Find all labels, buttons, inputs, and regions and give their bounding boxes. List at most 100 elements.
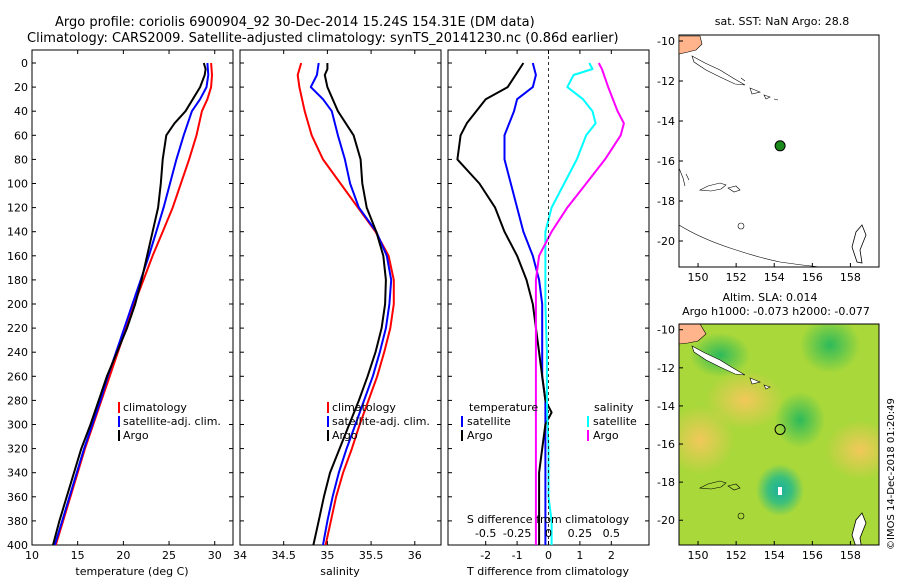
y-tick-label: 140 xyxy=(7,226,28,239)
map-y-tick-label: -10 xyxy=(657,35,675,48)
map-x-tick-label: 150 xyxy=(688,271,709,284)
sla-max-marker xyxy=(778,487,782,495)
map-y-tick-label: -16 xyxy=(657,438,675,451)
sla-positive-anomaly xyxy=(679,405,735,475)
map-y-tick-label: -16 xyxy=(657,155,675,168)
sla-map-title-1: Altim. SLA: 0.014 xyxy=(722,291,817,304)
legend-climatology: climatology xyxy=(332,401,396,414)
legend-argo: Argo xyxy=(123,429,149,442)
sla-map-title-2: Argo h1000: -0.073 h2000: -0.077 xyxy=(682,305,870,318)
legend-salinity-heading: salinity xyxy=(594,401,634,414)
coast-outline xyxy=(678,224,821,268)
y-tick-label: 160 xyxy=(7,250,28,263)
y-tick-label: 260 xyxy=(7,370,28,383)
map-y-tick-label: -12 xyxy=(657,75,675,88)
x-tick-label: 36 xyxy=(408,549,422,562)
png-land xyxy=(678,35,703,55)
series-salinity-satellite xyxy=(544,62,597,545)
map-x-tick-label: 150 xyxy=(688,549,709,562)
x-tick-label: 25 xyxy=(162,549,176,562)
sla-negative-anomaly xyxy=(690,333,750,377)
legend-satellite: satellite-adj. clim. xyxy=(332,415,430,428)
sst-map-land xyxy=(678,35,867,268)
y-tick-label: 100 xyxy=(7,178,28,191)
series-argo xyxy=(312,63,387,546)
map-y-tick-label: -18 xyxy=(657,195,675,208)
axes: 0204060801001201401601802002202402602803… xyxy=(7,50,649,562)
temperature-legend: climatology satellite-adj. clim. Argo xyxy=(118,401,221,442)
x-tick-label: -2 xyxy=(480,549,491,562)
series-temperature-satellite xyxy=(503,62,547,545)
sla-positive-anomaly xyxy=(825,420,879,480)
legend-s-satellite: satellite xyxy=(593,415,637,428)
salinity-xlabel: salinity xyxy=(320,565,360,578)
sla-positive-anomaly xyxy=(705,370,785,430)
map-y-tick-label: -10 xyxy=(657,324,675,337)
y-tick-label: 380 xyxy=(7,515,28,528)
y-tick-label: 300 xyxy=(7,419,28,432)
x-top-tick-label: 0.25 xyxy=(568,527,593,540)
reef-outline xyxy=(698,480,741,491)
map-y-tick-label: -14 xyxy=(657,400,675,413)
title-line-2: Climatology: CARS2009. Satellite-adjuste… xyxy=(27,31,619,46)
sla-argo-marker xyxy=(774,424,786,435)
x-tick-label: 34.5 xyxy=(271,549,296,562)
y-tick-label: 400 xyxy=(7,539,28,552)
map-axes: 150 152 154 156 158 -10 -12 -14 -16 -18 -20 150 152 1… xyxy=(657,35,861,562)
x-tick-label: -1 xyxy=(512,549,523,562)
map-y-tick-label: -20 xyxy=(657,235,675,248)
y-tick-label: 220 xyxy=(7,322,28,335)
reef-outline-2 xyxy=(678,167,690,187)
imos-watermark: ©IMOS 14-Dec-2018 01:20:49 xyxy=(886,398,897,550)
salinity-panel xyxy=(239,49,442,546)
y-tick-label: 0 xyxy=(21,57,28,70)
y-tick-label: 180 xyxy=(7,274,28,287)
series-argo xyxy=(52,62,207,546)
png-land xyxy=(679,324,707,345)
x-tick-label: 10 xyxy=(25,549,39,562)
difference-xlabel: T difference from climatology xyxy=(466,565,629,578)
y-tick-label: 80 xyxy=(14,153,28,166)
temperature-xlabel: temperature (deg C) xyxy=(75,565,188,578)
difference-legend: temperature satellite Argo salinity sate… xyxy=(461,401,637,442)
x-tick-label: 20 xyxy=(116,549,130,562)
x-tick-label: 35 xyxy=(320,549,334,562)
x-top-tick-label: -0.25 xyxy=(503,527,531,540)
reef-ring xyxy=(737,512,745,520)
new-caledonia-outline xyxy=(851,512,867,545)
x-tick-label: 1 xyxy=(576,549,583,562)
legend-temperature-heading: temperature xyxy=(469,401,538,414)
temperature-panel xyxy=(31,49,234,546)
map-y-tick-label: -18 xyxy=(657,476,675,489)
legend-s-argo: Argo xyxy=(593,429,619,442)
sla-negative-anomaly xyxy=(800,324,860,373)
y-tick-label: 280 xyxy=(7,394,28,407)
x-top-tick-label: 0.5 xyxy=(603,527,621,540)
map-x-tick-label: 156 xyxy=(802,549,823,562)
salinity-legend: climatology satellite-adj. clim. Argo xyxy=(327,401,430,442)
map-y-tick-label: -14 xyxy=(657,115,675,128)
y-tick-label: 120 xyxy=(7,202,28,215)
map-x-tick-label: 152 xyxy=(726,271,747,284)
x-tick-label: 15 xyxy=(71,549,85,562)
y-tick-label: 360 xyxy=(7,491,28,504)
map-y-tick-label: -12 xyxy=(657,362,675,375)
y-tick-label: 340 xyxy=(7,467,28,480)
series-temperature-argo xyxy=(456,62,553,545)
y-tick-label: 320 xyxy=(7,443,28,456)
map-x-tick-label: 158 xyxy=(840,271,861,284)
y-tick-label: 20 xyxy=(14,81,28,94)
x-tick-label: 0 xyxy=(545,549,552,562)
sla-negative-anomaly xyxy=(775,392,825,448)
map-x-tick-label: 158 xyxy=(840,549,861,562)
difference-top-xlabel: S difference from climatology xyxy=(467,513,630,526)
sst-map-title: sat. SST: NaN Argo: 28.8 xyxy=(715,15,849,28)
x-tick-label: 35.5 xyxy=(359,549,384,562)
series-climatology xyxy=(296,62,395,546)
x-top-tick-label: -0.5 xyxy=(475,527,496,540)
reef-ring xyxy=(737,222,745,230)
x-top-tick-label: 0 xyxy=(545,527,552,540)
x-tick-label: 30 xyxy=(208,549,222,562)
map-x-tick-label: 156 xyxy=(802,271,823,284)
